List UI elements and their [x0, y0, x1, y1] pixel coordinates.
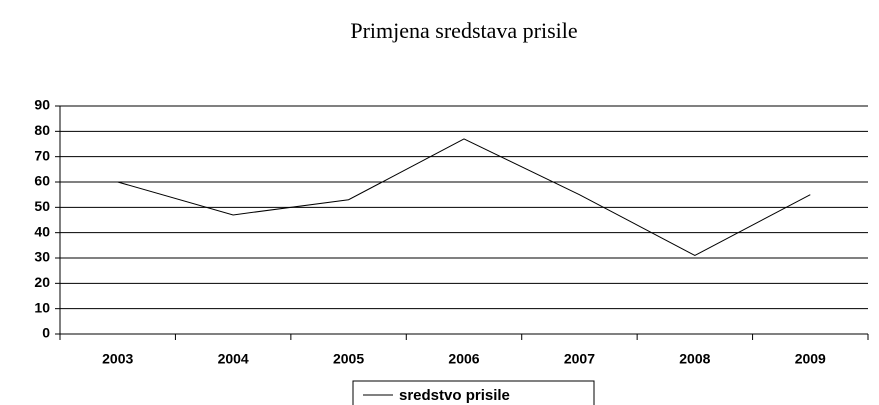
x-tick-label: 2008	[679, 351, 710, 367]
x-tick-label: 2009	[795, 351, 826, 367]
y-tick-label: 0	[42, 325, 50, 341]
line	[117, 138, 811, 257]
legend-box	[352, 380, 595, 405]
chart-title: Primjena sredstava prisile	[350, 18, 577, 43]
y-tick-label: 10	[34, 299, 50, 315]
y-tick-label: 80	[34, 122, 50, 138]
y-tick-label: 60	[34, 173, 50, 189]
x-tick-label: 2004	[218, 351, 249, 367]
x-tick-label: 2003	[102, 351, 133, 367]
y-tick-label: 40	[34, 223, 50, 239]
y-tick-label: 90	[34, 97, 50, 113]
x-tick-label: 2006	[448, 351, 479, 367]
x-tick-label: 2007	[564, 351, 595, 367]
legend-label: sredstvo prisile	[399, 387, 510, 404]
y-tick-label: 70	[34, 147, 50, 163]
x-tick-label: 2005	[333, 351, 364, 367]
y-tick-label: 20	[34, 274, 50, 290]
y-tick-label: 30	[34, 249, 50, 265]
y-tick-label: 50	[34, 198, 50, 214]
